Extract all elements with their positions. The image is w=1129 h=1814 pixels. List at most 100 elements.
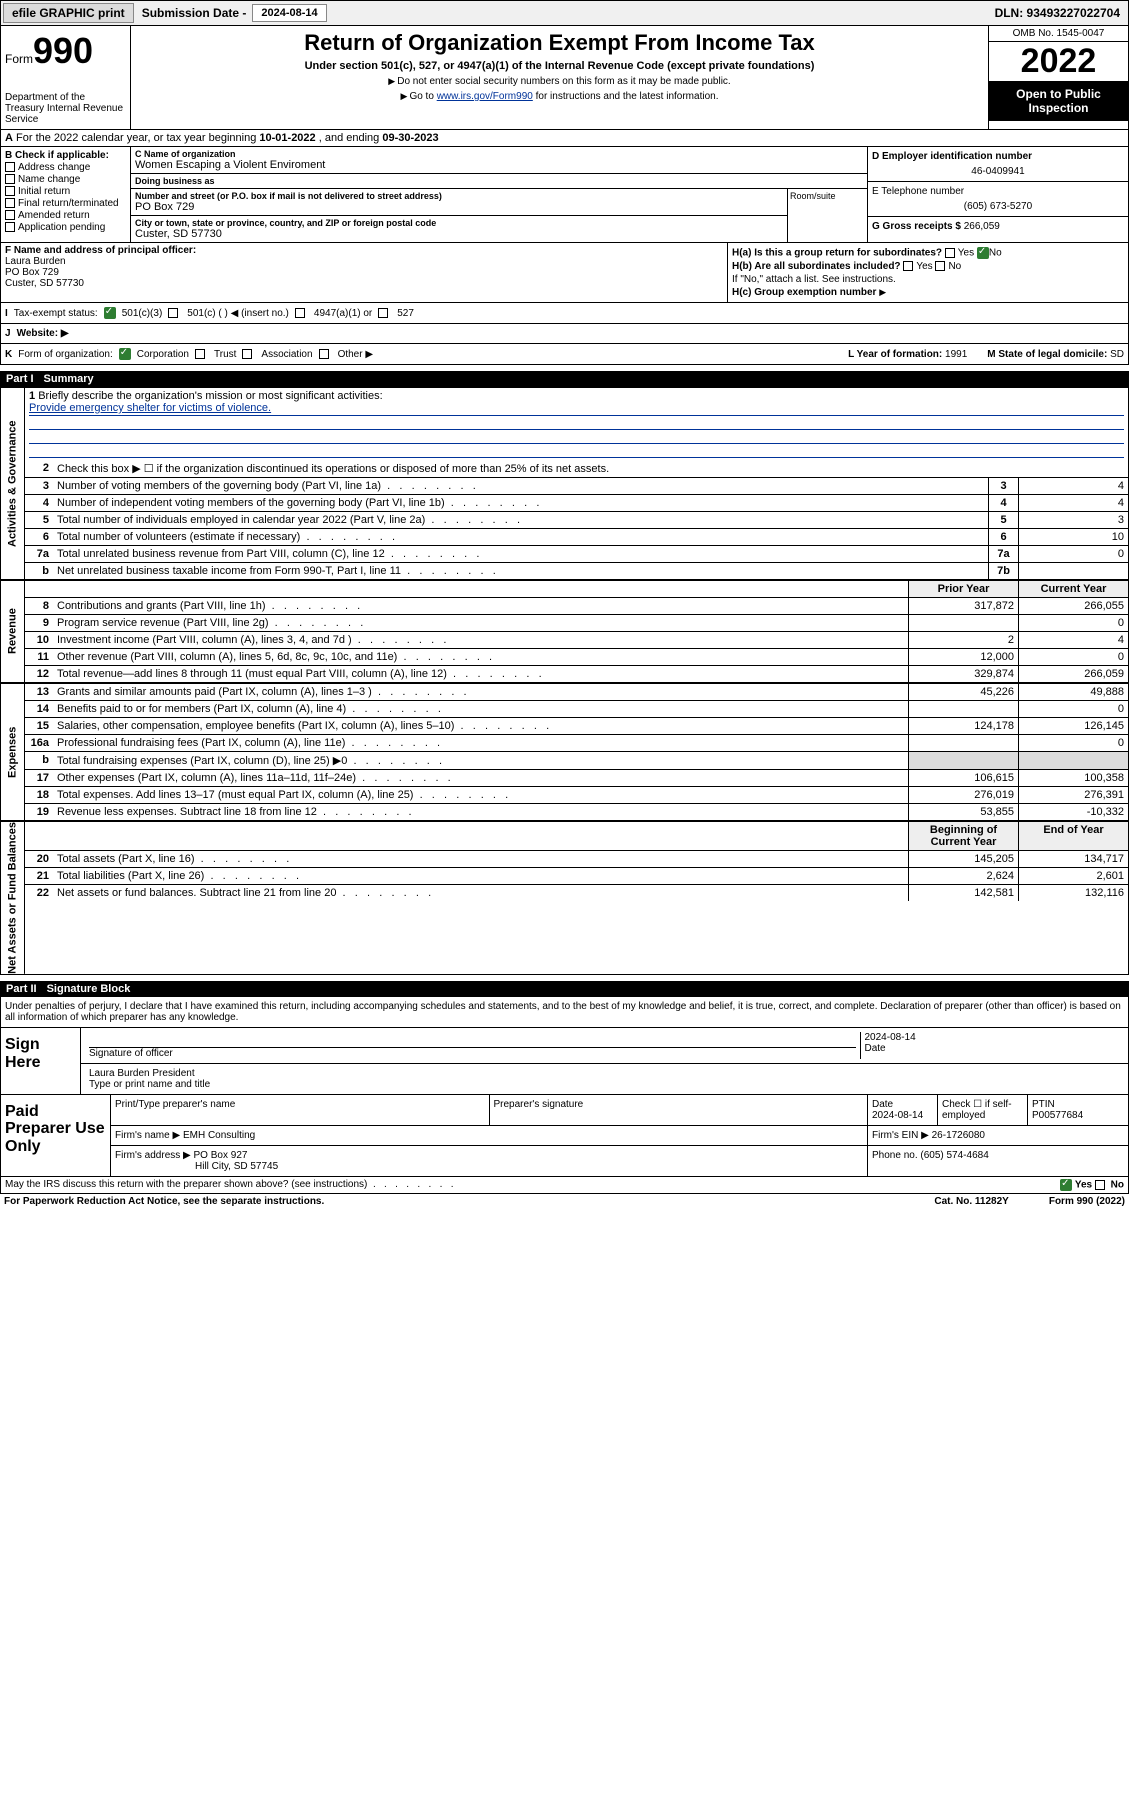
- efile-graphic-button[interactable]: efile GRAPHIC print: [3, 3, 134, 23]
- open-to-public: Open to Public Inspection: [989, 81, 1128, 121]
- chk-trust[interactable]: [195, 349, 205, 359]
- col-c: C Name of organizationWomen Escaping a V…: [131, 147, 868, 242]
- firm-phone: (605) 574-4684: [920, 1150, 988, 1161]
- chk-other[interactable]: [319, 349, 329, 359]
- room-suite: Room/suite: [787, 189, 867, 242]
- sign-date: 2024-08-14: [865, 1032, 1121, 1043]
- dln: DLN: 93493227022704: [987, 4, 1128, 22]
- summary-row: 11Other revenue (Part VIII, column (A), …: [25, 649, 1128, 666]
- phone: (605) 673-5270: [872, 201, 1124, 212]
- chk-527[interactable]: [378, 308, 388, 318]
- chk-discuss-no[interactable]: [1095, 1180, 1105, 1190]
- chk-501c3[interactable]: [104, 307, 116, 319]
- col-de: D Employer identification number46-04099…: [868, 147, 1128, 242]
- chk-4947[interactable]: [295, 308, 305, 318]
- footer-line: For Paperwork Reduction Act Notice, see …: [0, 1194, 1129, 1209]
- form-header: Form990 Department of the Treasury Inter…: [0, 26, 1129, 130]
- chk-final-return[interactable]: [5, 198, 15, 208]
- firm-addr2: Hill City, SD 57745: [195, 1161, 863, 1172]
- summary-expenses: Expenses 13Grants and similar amounts pa…: [0, 683, 1129, 821]
- year-formation: 1991: [945, 349, 967, 360]
- form-word: Form: [5, 52, 33, 66]
- dept: Department of the Treasury Internal Reve…: [5, 92, 126, 125]
- prep-date: 2024-08-14: [872, 1110, 933, 1121]
- chk-hb-yes[interactable]: [903, 261, 913, 271]
- form-org-row: K Form of organization: Corporation Trus…: [0, 344, 1129, 365]
- chk-amended[interactable]: [5, 210, 15, 220]
- chk-initial-return[interactable]: [5, 186, 15, 196]
- chk-ha-no[interactable]: [977, 247, 989, 259]
- mission-block: 1 Briefly describe the organization's mi…: [25, 388, 1128, 460]
- ein: 46-0409941: [872, 166, 1124, 177]
- summary-row: 8Contributions and grants (Part VIII, li…: [25, 598, 1128, 615]
- chk-assoc[interactable]: [242, 349, 252, 359]
- chk-app-pending[interactable]: [5, 222, 15, 232]
- firm-name: EMH Consulting: [183, 1130, 255, 1141]
- firm-addr1: PO Box 927: [194, 1150, 248, 1161]
- chk-address-change[interactable]: [5, 162, 15, 172]
- vtab-governance: Activities & Governance: [1, 388, 25, 579]
- org-street: PO Box 729: [135, 201, 783, 213]
- mission-link[interactable]: Provide emergency shelter for victims of…: [29, 402, 271, 414]
- summary-row: 14Benefits paid to or for members (Part …: [25, 701, 1128, 718]
- submission-date: 2024-08-14: [252, 4, 326, 22]
- header-mid: Return of Organization Exempt From Incom…: [131, 26, 988, 129]
- summary-row: 9Program service revenue (Part VIII, lin…: [25, 615, 1128, 632]
- officer-name: Laura Burden: [5, 256, 723, 267]
- summary-row: 15Salaries, other compensation, employee…: [25, 718, 1128, 735]
- officer-addr2: Custer, SD 57730: [5, 278, 723, 289]
- chk-ha-yes[interactable]: [945, 248, 955, 258]
- form-note1: Do not enter social security numbers on …: [135, 76, 984, 87]
- summary-row: 19Revenue less expenses. Subtract line 1…: [25, 804, 1128, 820]
- summary-row: 18Total expenses. Add lines 13–17 (must …: [25, 787, 1128, 804]
- chk-discuss-yes[interactable]: [1060, 1179, 1072, 1191]
- section-f-h: F Name and address of principal officer:…: [0, 243, 1129, 303]
- summary-row: 17Other expenses (Part IX, column (A), l…: [25, 770, 1128, 787]
- summary-row: 21Total liabilities (Part X, line 26)2,6…: [25, 868, 1128, 885]
- signature-declaration: Under penalties of perjury, I declare th…: [0, 997, 1129, 1028]
- summary-row: bTotal fundraising expenses (Part IX, co…: [25, 752, 1128, 770]
- summary-row: 16aProfessional fundraising fees (Part I…: [25, 735, 1128, 752]
- chk-corp[interactable]: [119, 348, 131, 360]
- topbar: efile GRAPHIC print Submission Date - 20…: [0, 0, 1129, 26]
- vtab-revenue: Revenue: [1, 581, 25, 682]
- summary-row: 22Net assets or fund balances. Subtract …: [25, 885, 1128, 901]
- header-right: OMB No. 1545-0047 2022 Open to Public In…: [988, 26, 1128, 129]
- submission-date-label: Submission Date -: [136, 4, 253, 22]
- tax-year: 2022: [989, 42, 1128, 81]
- summary-revenue: Revenue Prior Year Current Year 8Contrib…: [0, 580, 1129, 683]
- section-a: A For the 2022 calendar year, or tax yea…: [0, 130, 1129, 147]
- col-b: B Check if applicable: Address change Na…: [1, 147, 131, 242]
- part1-header: Part I Summary: [0, 371, 1129, 387]
- org-city: Custer, SD 57730: [135, 228, 783, 240]
- sign-here-block: Sign Here Signature of officer 2024-08-1…: [0, 1028, 1129, 1095]
- section-bcde: B Check if applicable: Address change Na…: [0, 147, 1129, 243]
- ptin: P00577684: [1032, 1110, 1124, 1121]
- officer-addr1: PO Box 729: [5, 267, 723, 278]
- summary-netassets: Net Assets or Fund Balances Beginning of…: [0, 821, 1129, 975]
- header-left: Form990 Department of the Treasury Inter…: [1, 26, 131, 129]
- tax-exempt-status-row: I Tax-exempt status: 501(c)(3) 501(c) ( …: [0, 303, 1129, 324]
- chk-501c[interactable]: [168, 308, 178, 318]
- website-row: J Website: ▶: [0, 324, 1129, 344]
- summary-row: 5Total number of individuals employed in…: [25, 512, 1128, 529]
- org-name: Women Escaping a Violent Enviroment: [135, 159, 863, 171]
- form-number: 990: [33, 30, 93, 71]
- omb: OMB No. 1545-0047: [989, 26, 1128, 42]
- summary-row: 10Investment income (Part VIII, column (…: [25, 632, 1128, 649]
- summary-row: 12Total revenue—add lines 8 through 11 (…: [25, 666, 1128, 682]
- summary-row: bNet unrelated business taxable income f…: [25, 563, 1128, 579]
- summary-row: 6Total number of volunteers (estimate if…: [25, 529, 1128, 546]
- vtab-expenses: Expenses: [1, 684, 25, 820]
- gross-receipts: 266,059: [964, 221, 1000, 232]
- summary-row: 3Number of voting members of the governi…: [25, 478, 1128, 495]
- irs-discuss-row: May the IRS discuss this return with the…: [0, 1177, 1129, 1194]
- chk-hb-no[interactable]: [935, 261, 945, 271]
- part2-header: Part II Signature Block: [0, 981, 1129, 997]
- signer-name: Laura Burden President: [89, 1068, 1120, 1079]
- chk-name-change[interactable]: [5, 174, 15, 184]
- firm-ein: 26-1726080: [932, 1130, 985, 1141]
- summary-row: 20Total assets (Part X, line 16)145,2051…: [25, 851, 1128, 868]
- form-subtitle: Under section 501(c), 527, or 4947(a)(1)…: [135, 60, 984, 72]
- form990-link[interactable]: www.irs.gov/Form990: [437, 91, 533, 102]
